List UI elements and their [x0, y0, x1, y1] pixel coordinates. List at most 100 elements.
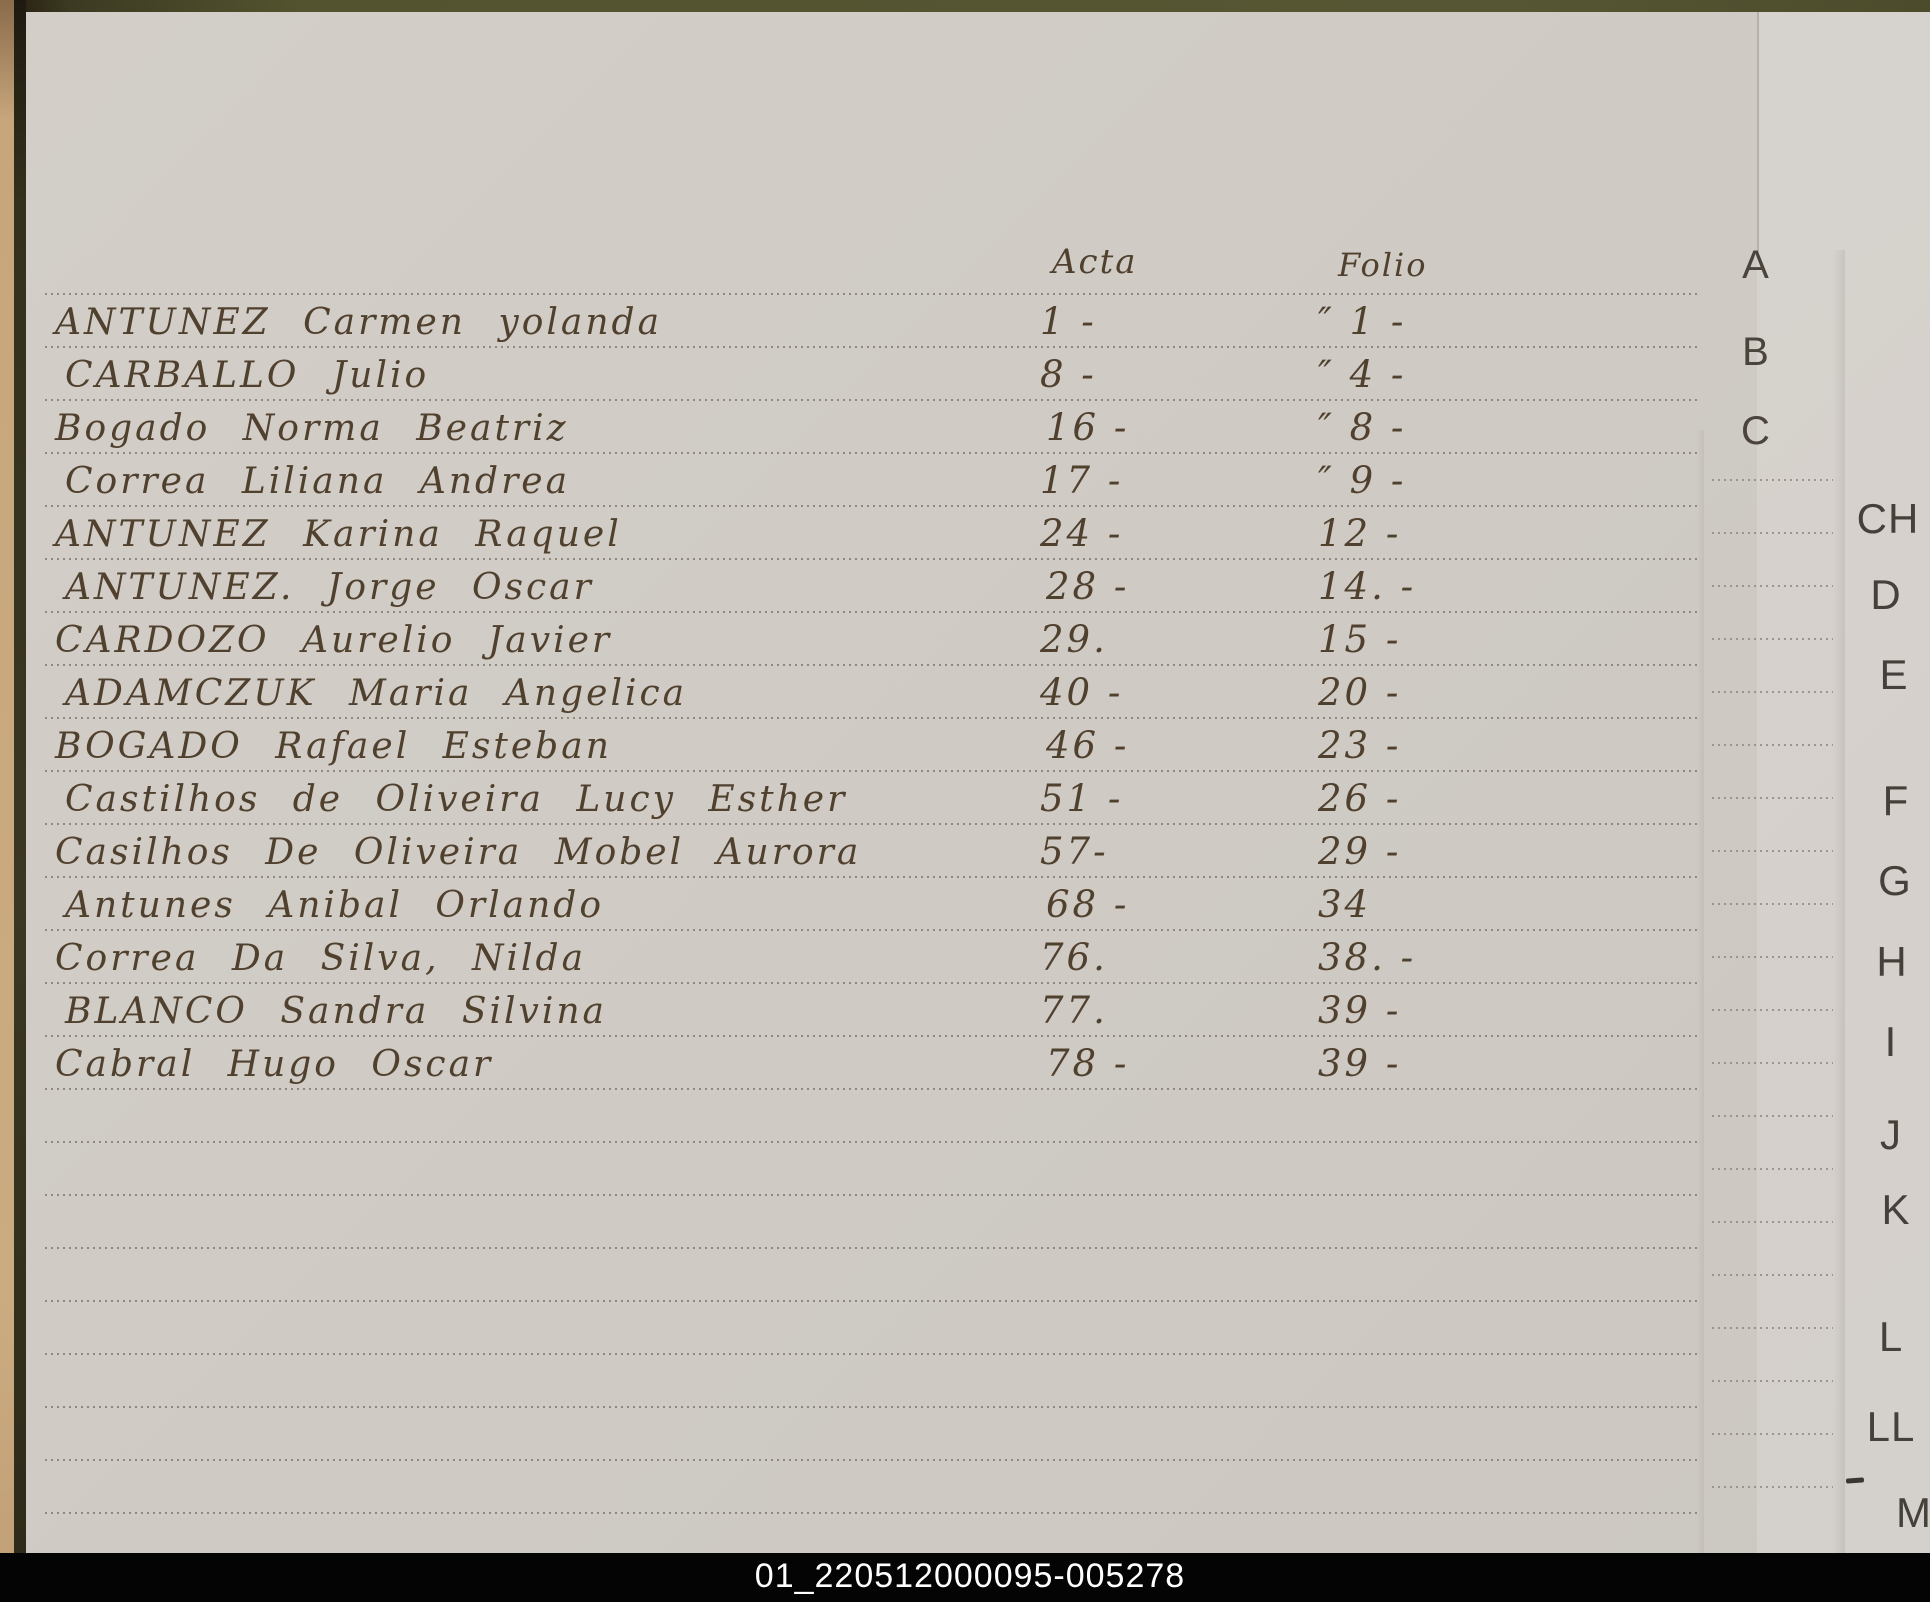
entry-folio-number: ″ 4 - — [1318, 353, 1407, 396]
ruled-line — [45, 929, 1697, 931]
ruled-line-short — [1712, 691, 1833, 693]
ruled-line-short — [1712, 585, 1833, 587]
adjacent-pages-area — [1757, 10, 1930, 1553]
tab-m: M — [1896, 1489, 1930, 1536]
entry-acta-number: 16 - — [1046, 406, 1130, 449]
entry-name: CARDOZO Aurelio Javier — [55, 620, 613, 661]
entry-folio-number: 20 - — [1318, 671, 1402, 714]
entry-acta-number: 24 - — [1040, 512, 1124, 555]
entry-name: BOGADO Rafael Esteban — [55, 726, 612, 767]
entry-folio-number: 14. - — [1318, 565, 1417, 608]
entry-folio-number: 39 - — [1318, 1042, 1402, 1085]
tab-e: E — [1879, 651, 1909, 698]
entry-name: CARBALLO Julio — [65, 355, 430, 396]
entry-name: ANTUNEZ. Jorge Oscar — [65, 567, 594, 608]
tab-ch: CH — [1856, 495, 1920, 542]
entry-name: BLANCO Sandra Silvina — [65, 991, 608, 1032]
entry-folio-number: 26 - — [1318, 777, 1402, 820]
ruled-line — [45, 558, 1697, 560]
ruled-line-short — [1712, 1221, 1833, 1223]
tab-b: B — [1742, 330, 1770, 374]
entry-acta-number: 28 - — [1046, 565, 1130, 608]
ruled-line-short — [1712, 479, 1833, 481]
entry-name: Antunes Anibal Orlando — [65, 885, 605, 926]
page-edge-line — [1757, 10, 1759, 252]
ruled-line — [45, 823, 1697, 825]
ruled-line-short — [1712, 1168, 1833, 1170]
ruled-line — [45, 1459, 1697, 1461]
register-entry-row: ANTUNEZ Carmen yolanda 1 - ″ 1 - — [0, 294, 1930, 346]
entry-name: ANTUNEZ Karina Raquel — [55, 514, 622, 555]
register-entry-row: Antunes Anibal Orlando 68 - 34 — [0, 877, 1930, 929]
ruled-line — [45, 452, 1697, 454]
ruled-line-short — [1712, 797, 1833, 799]
column-header-folio: Folio — [1338, 246, 1428, 284]
ruled-line — [45, 1512, 1697, 1514]
ruled-line — [45, 1247, 1697, 1249]
ruled-line — [45, 1035, 1697, 1037]
ruled-line-short — [1712, 850, 1833, 852]
entry-folio-number: 39 - — [1318, 989, 1402, 1032]
entry-acta-number: 78 - — [1046, 1042, 1130, 1085]
tab-d: D — [1870, 571, 1902, 618]
ruled-line — [45, 293, 1697, 295]
ruled-line-short — [1712, 1062, 1833, 1064]
entry-name: ADAMCZUK Maria Angelica — [65, 673, 688, 714]
ruled-line-short — [1712, 638, 1833, 640]
entry-folio-number: 23 - — [1318, 724, 1402, 767]
ruled-line — [45, 611, 1697, 613]
book-spine-edge — [14, 0, 26, 1553]
entry-name: Correa Liliana Andrea — [65, 461, 571, 502]
ruled-line — [45, 1194, 1697, 1196]
ruled-line-short — [1712, 1115, 1833, 1117]
ruled-line-short — [1712, 903, 1833, 905]
entry-name: ANTUNEZ Carmen yolanda — [55, 302, 663, 343]
ruled-line — [45, 1088, 1697, 1090]
tab-ll: LL — [1866, 1403, 1916, 1450]
entry-folio-number: 15 - — [1318, 618, 1402, 661]
page-inner-edge — [1697, 430, 1704, 1553]
ruled-line — [45, 505, 1697, 507]
tab-f: F — [1882, 777, 1910, 824]
ruled-line-short — [1712, 1009, 1833, 1011]
entry-name: Correa Da Silva, Nilda — [55, 938, 587, 979]
tab-i: I — [1884, 1018, 1898, 1065]
register-entry-row: ANTUNEZ Karina Raquel 24 - 12 - — [0, 506, 1930, 558]
register-entry-row: ADAMCZUK Maria Angelica 40 - 20 - — [0, 665, 1930, 717]
ruled-line-short — [1712, 1486, 1833, 1488]
entry-acta-number: 51 - — [1040, 777, 1124, 820]
ruled-line — [45, 346, 1697, 348]
ruled-line-short — [1712, 532, 1833, 534]
register-entry-row: ANTUNEZ. Jorge Oscar 28 - 14. - — [0, 559, 1930, 611]
register-entry-row: BLANCO Sandra Silvina 77. 39 - — [0, 983, 1930, 1035]
entry-name: Bogado Norma Beatriz — [55, 408, 569, 449]
caption-bar: 01_220512000095-005278 — [0, 1553, 1930, 1602]
ruled-line — [45, 982, 1697, 984]
ruled-line — [45, 399, 1697, 401]
register-entry-row: CARDOZO Aurelio Javier 29. 15 - — [0, 612, 1930, 664]
entry-acta-number: 8 - — [1040, 353, 1097, 396]
book-cover-top-edge — [0, 0, 1930, 12]
entry-name: Cabral Hugo Oscar — [55, 1044, 494, 1085]
register-entry-row: Cabral Hugo Oscar 78 - 39 - — [0, 1036, 1930, 1088]
ruled-line-short — [1712, 1380, 1833, 1382]
entry-name: Casilhos De Oliveira Mobel Aurora — [55, 832, 862, 873]
entry-folio-number: 12 - — [1318, 512, 1402, 555]
ruled-line — [45, 770, 1697, 772]
column-header-acta: Acta — [1052, 242, 1138, 282]
entry-name: Castilhos de Oliveira Lucy Esther — [65, 779, 848, 820]
register-entry-row: Castilhos de Oliveira Lucy Esther 51 - 2… — [0, 771, 1930, 823]
ruled-line-short — [1712, 1433, 1833, 1435]
page-background — [26, 10, 1930, 1553]
entry-acta-number: 40 - — [1040, 671, 1124, 714]
entry-acta-number: 46 - — [1046, 724, 1130, 767]
register-entry-row: Correa Da Silva, Nilda 76. 38. - — [0, 930, 1930, 982]
register-entry-row: Bogado Norma Beatriz 16 - ″ 8 - — [0, 400, 1930, 452]
register-entry-row: CARBALLO Julio 8 - ″ 4 - — [0, 347, 1930, 399]
ruled-line — [45, 1300, 1697, 1302]
entry-folio-number: ″ 8 - — [1318, 406, 1407, 449]
tab-h: H — [1876, 938, 1908, 985]
ruled-line — [45, 1406, 1697, 1408]
ruled-line-short — [1712, 956, 1833, 958]
